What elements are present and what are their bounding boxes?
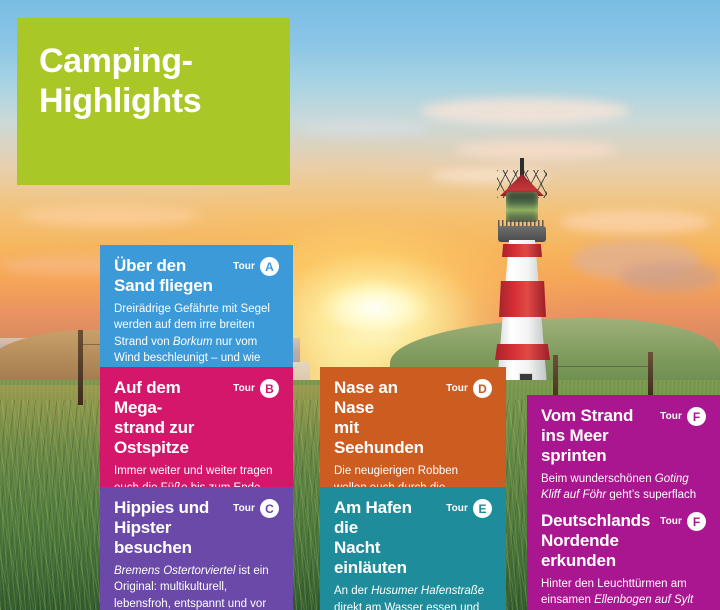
- tour-label: Tour: [446, 503, 468, 514]
- highlight-card-e[interactable]: Am Hafen die Nacht einläuten Tour E An de…: [320, 487, 506, 610]
- cloud: [560, 210, 710, 234]
- tour-label: Tour: [233, 383, 255, 394]
- tour-label: Tour: [233, 261, 255, 272]
- card-header: Deutschlands Nordende erkunden Tour F: [541, 511, 706, 571]
- cloud: [300, 120, 430, 138]
- highlight-card-f2[interactable]: Deutschlands Nordende erkunden Tour F Hin…: [527, 500, 720, 610]
- fence-wire: [553, 366, 649, 367]
- tour-letter-icon: E: [473, 499, 492, 518]
- card-header: Am Hafen die Nacht einläuten Tour E: [334, 498, 492, 578]
- sun-disc: [320, 280, 430, 336]
- tour-badge: Tour D: [446, 378, 492, 398]
- tour-badge: Tour A: [233, 256, 279, 276]
- card-header: Über den Sand fliegen Tour A: [114, 256, 279, 296]
- tour-letter-icon: A: [260, 257, 279, 276]
- highlight-card-c[interactable]: Hippies und Hipster besuchen Tour C Breme…: [100, 487, 293, 610]
- card-header: Auf dem Mega-strand zur Ostspitze Tour B: [114, 378, 279, 458]
- tour-badge: Tour E: [446, 498, 492, 518]
- tour-letter-icon: C: [260, 499, 279, 518]
- card-emphasis: Borkum: [172, 335, 213, 348]
- card-emphasis: Bremens Ostertorviertel: [114, 565, 236, 578]
- card-header: Vom Strand ins Meer sprinten Tour F: [541, 406, 706, 466]
- tour-letter-icon: B: [260, 379, 279, 398]
- tour-badge: Tour B: [233, 378, 279, 398]
- tour-badge: Tour C: [233, 498, 279, 518]
- fence-post: [553, 355, 558, 413]
- page-title: Camping- Highlights: [17, 18, 290, 122]
- cloud: [20, 205, 200, 227]
- tour-letter-icon: F: [687, 407, 706, 426]
- lighthouse-stripe: [495, 344, 550, 360]
- tour-label: Tour: [660, 411, 682, 422]
- tour-label: Tour: [233, 503, 255, 514]
- card-title: Über den Sand fliegen: [114, 256, 213, 296]
- card-description: Hinter den Leuchttürmen am einsamen Elle…: [541, 576, 706, 610]
- tour-letter-icon: D: [473, 379, 492, 398]
- card-description: An der Husumer Hafenstraße direkt am Was…: [334, 585, 485, 610]
- page-title-line2: Highlights: [39, 81, 202, 120]
- lighthouse-railing: [498, 220, 546, 229]
- card-title: Nase an Nase mit Seehunden: [334, 378, 424, 458]
- card-emphasis: Goting Kliff auf Föhr: [541, 473, 689, 502]
- tour-label: Tour: [660, 516, 682, 527]
- card-header: Nase an Nase mit Seehunden Tour D: [334, 378, 492, 458]
- lighthouse-stripe: [502, 244, 542, 257]
- card-emphasis: Ellenbogen auf Sylt (Foto): [594, 594, 694, 607]
- tour-badge: Tour F: [660, 406, 706, 426]
- lighthouse-gallery: [498, 226, 546, 242]
- lighthouse-stripe: [499, 281, 546, 317]
- lighthouse-spire: [520, 158, 524, 178]
- card-title: Vom Strand ins Meer sprinten: [541, 406, 634, 466]
- card-description: Bremens Ostertorviertel ist ein Original…: [114, 565, 269, 610]
- card-title: Auf dem Mega-strand zur Ostspitze: [114, 378, 195, 458]
- header-block: Camping- Highlights: [17, 18, 290, 185]
- fence-post: [648, 352, 653, 398]
- fence-post: [78, 330, 83, 405]
- tour-label: Tour: [446, 383, 468, 394]
- tour-badge: Tour F: [660, 511, 706, 531]
- cloud: [620, 262, 720, 292]
- cloud: [455, 140, 620, 160]
- card-emphasis: Husumer Hafenstraße: [371, 585, 485, 598]
- lighthouse-lamp: [506, 192, 538, 222]
- card-title: Am Hafen die Nacht einläuten: [334, 498, 412, 578]
- card-title: Hippies und Hipster besuchen: [114, 498, 210, 558]
- tour-letter-icon: F: [687, 512, 706, 531]
- card-header: Hippies und Hipster besuchen Tour C: [114, 498, 279, 558]
- cloud: [420, 98, 630, 124]
- page-title-line1: Camping-: [39, 42, 193, 80]
- card-title: Deutschlands Nordende erkunden: [541, 511, 651, 571]
